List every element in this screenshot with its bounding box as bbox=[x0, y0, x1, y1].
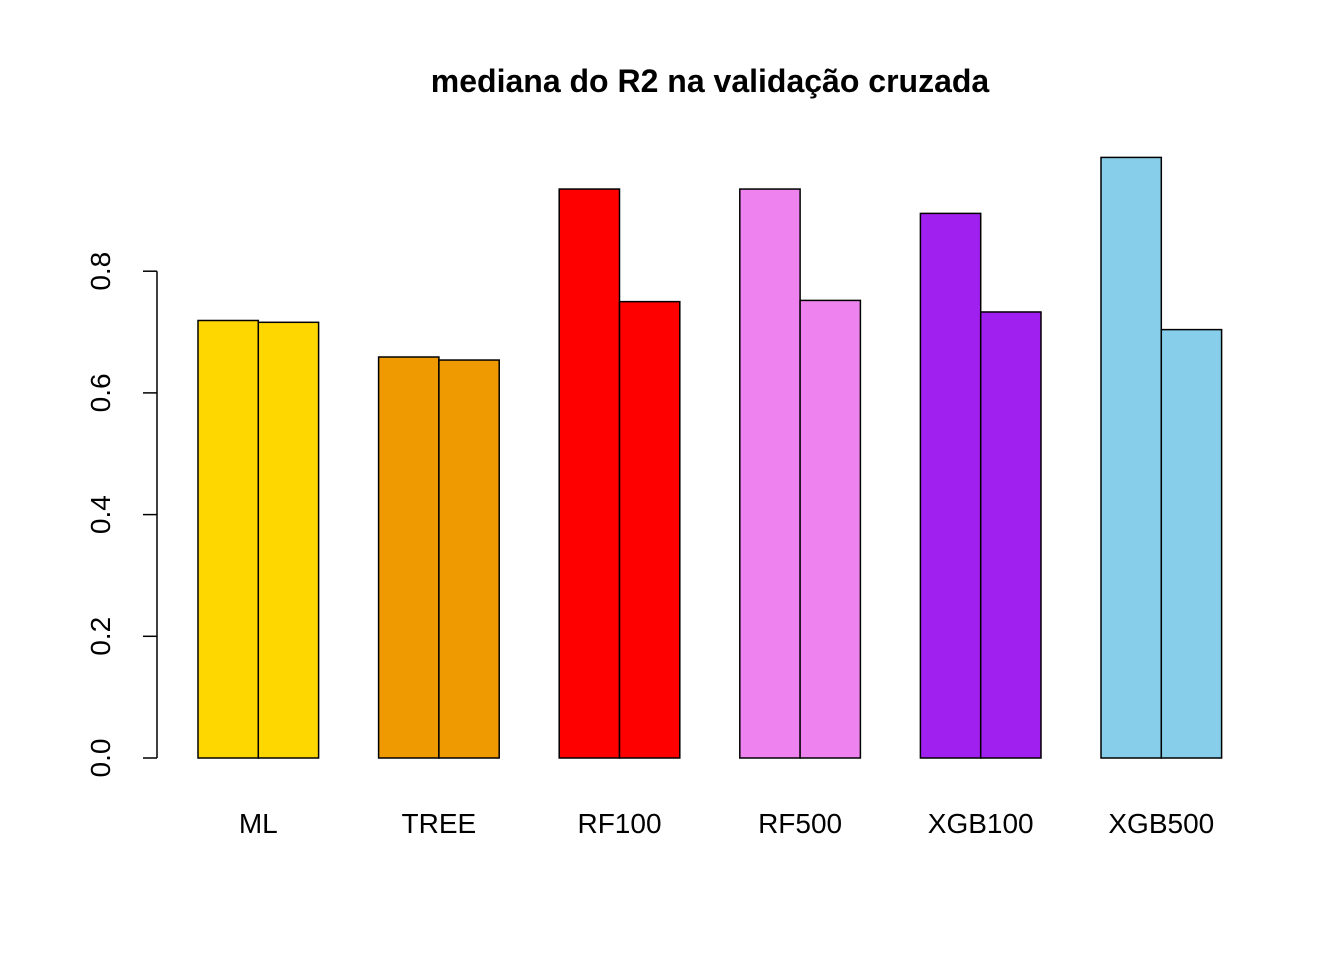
bar bbox=[1100, 156, 1163, 759]
bar bbox=[558, 188, 621, 759]
bar bbox=[618, 300, 681, 759]
bar bbox=[257, 321, 320, 759]
bar bbox=[979, 311, 1042, 759]
bar bbox=[799, 299, 862, 759]
y-tick-label: 0.2 bbox=[85, 617, 116, 656]
bar bbox=[919, 212, 982, 759]
bar bbox=[438, 359, 500, 759]
bar bbox=[739, 188, 801, 759]
bar bbox=[1160, 328, 1223, 759]
y-tick-label: 0.4 bbox=[85, 495, 116, 534]
x-tick-label: TREE bbox=[402, 808, 477, 839]
chart-title: mediana do R2 na validação cruzada bbox=[431, 63, 990, 99]
y-tick-label: 0.0 bbox=[85, 739, 116, 778]
bar bbox=[377, 356, 440, 759]
x-axis-labels: ML TREE RF100 RF500 XGB100 XGB500 bbox=[239, 808, 1214, 839]
bar bbox=[197, 319, 260, 759]
y-axis: 0.0 0.2 0.4 0.6 0.8 bbox=[85, 252, 158, 778]
bars bbox=[197, 156, 1223, 759]
y-tick-label: 0.6 bbox=[85, 373, 116, 412]
x-tick-label: XGB100 bbox=[928, 808, 1034, 839]
x-tick-label: RF100 bbox=[577, 808, 661, 839]
x-tick-label: RF500 bbox=[758, 808, 842, 839]
x-tick-label: ML bbox=[239, 808, 278, 839]
y-tick-label: 0.8 bbox=[85, 252, 116, 291]
x-tick-label: XGB500 bbox=[1108, 808, 1214, 839]
